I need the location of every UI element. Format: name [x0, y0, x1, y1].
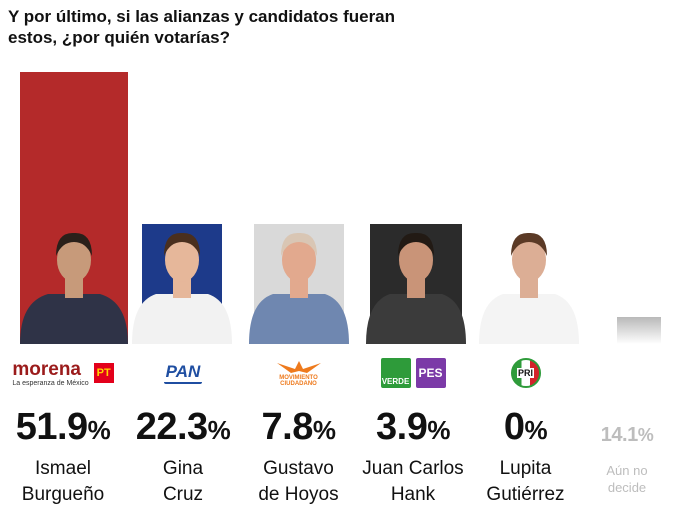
data-label-unit: % — [312, 415, 336, 445]
category-label-line: Ismael — [35, 458, 91, 479]
party-logos: MOVIMIENTO CIUDADANO — [240, 356, 357, 390]
candidate-photo-frame — [132, 224, 232, 344]
bar — [617, 317, 661, 344]
party-logos — [582, 356, 672, 390]
morena-logo-text: morena — [12, 358, 81, 380]
category-label-line: Juan Carlos — [362, 458, 464, 479]
category-label-line: Gustavo — [263, 458, 334, 479]
category-label: Aún no decide — [582, 462, 672, 496]
mc-logo-text: MOVIMIENTO CIUDADANO — [279, 375, 318, 387]
morena-logo: morena La esperanza de México — [12, 360, 88, 387]
category-label-line: Gina — [162, 458, 204, 479]
category-label-line: Gutiérrez — [486, 484, 565, 505]
data-label: 22.3% — [126, 404, 240, 453]
data-label-value: 0 — [503, 406, 525, 448]
category-label-line: Burgueño — [21, 484, 105, 505]
data-label: 51.9% — [0, 404, 126, 453]
candidate-photo — [366, 232, 466, 344]
data-label-value: 51.9 — [15, 406, 88, 448]
category-label: Gina Cruz — [126, 456, 240, 508]
data-label: 3.9% — [357, 404, 469, 453]
category-label-line: decide — [607, 480, 647, 495]
data-label: 0% — [469, 404, 582, 453]
party-logos: PAN — [126, 356, 240, 390]
candidate-photo-frame — [366, 224, 466, 344]
category-label: Juan Carlos Hank — [357, 456, 469, 508]
pri-logo-text: PRI — [516, 368, 534, 378]
data-label: 7.8% — [240, 404, 357, 453]
data-label-unit: % — [637, 425, 654, 445]
candidate-photo-frame — [249, 224, 349, 344]
party-logos: PRI — [469, 356, 582, 390]
category-label: Gustavo de Hoyos — [240, 456, 357, 508]
verde-logo: VERDE — [380, 358, 411, 388]
data-label-value: 7.8 — [261, 406, 314, 448]
data-label-value: 14.1 — [600, 424, 638, 446]
data-label-value: 3.9 — [376, 406, 428, 448]
data-label-unit: % — [207, 415, 231, 445]
candidate-column: VERDE PES 3.9% Juan Carlos Hank — [357, 0, 469, 516]
party-logos: VERDE PES — [357, 356, 469, 390]
chart-title: Y por último, si las alianzas y candidat… — [8, 7, 396, 47]
eagle-icon — [276, 361, 321, 373]
candidate-column: PRI 0% Lupita Gutiérrez — [469, 0, 582, 516]
candidate-column: PAN 22.3% Gina Cruz — [126, 0, 240, 516]
data-label: 14.1% — [582, 412, 672, 458]
candidate-photo-frame — [479, 224, 579, 344]
pri-logo: PRI — [510, 358, 541, 388]
candidate-photo-frame — [20, 224, 128, 344]
candidate-column: 14.1% Aún no decide — [582, 0, 672, 516]
category-label: Lupita Gutiérrez — [469, 456, 582, 508]
party-logos: morena La esperanza de México PT — [0, 356, 126, 390]
category-label-line: Lupita — [499, 458, 552, 479]
candidate-photo — [132, 232, 232, 344]
pt-logo: PT — [93, 363, 114, 383]
data-label-unit: % — [427, 415, 450, 445]
category-label: Ismael Burgueño — [0, 456, 126, 508]
candidate-photo — [20, 232, 128, 344]
data-label-unit: % — [87, 415, 111, 445]
candidate-photo — [249, 232, 349, 344]
candidate-photo — [479, 232, 579, 344]
category-label-line: Hank — [390, 484, 436, 505]
data-label-unit: % — [524, 415, 548, 445]
candidate-column: MOVIMIENTO CIUDADANO 7.8% Gustavo de Hoyos — [240, 0, 357, 516]
morena-logo-subtitle: La esperanza de México — [12, 379, 89, 387]
category-label-line: Aún no — [606, 463, 648, 478]
candidate-column: morena La esperanza de México PT 51.9% Ismae… — [0, 0, 128, 516]
mc-logo: MOVIMIENTO CIUDADANO — [275, 359, 323, 387]
pan-logo: PAN — [163, 362, 203, 384]
data-label-value: 22.3 — [135, 406, 208, 448]
category-label-line: de Hoyos — [258, 484, 339, 505]
pes-logo: PES — [415, 358, 446, 388]
category-label-line: Cruz — [162, 484, 204, 505]
